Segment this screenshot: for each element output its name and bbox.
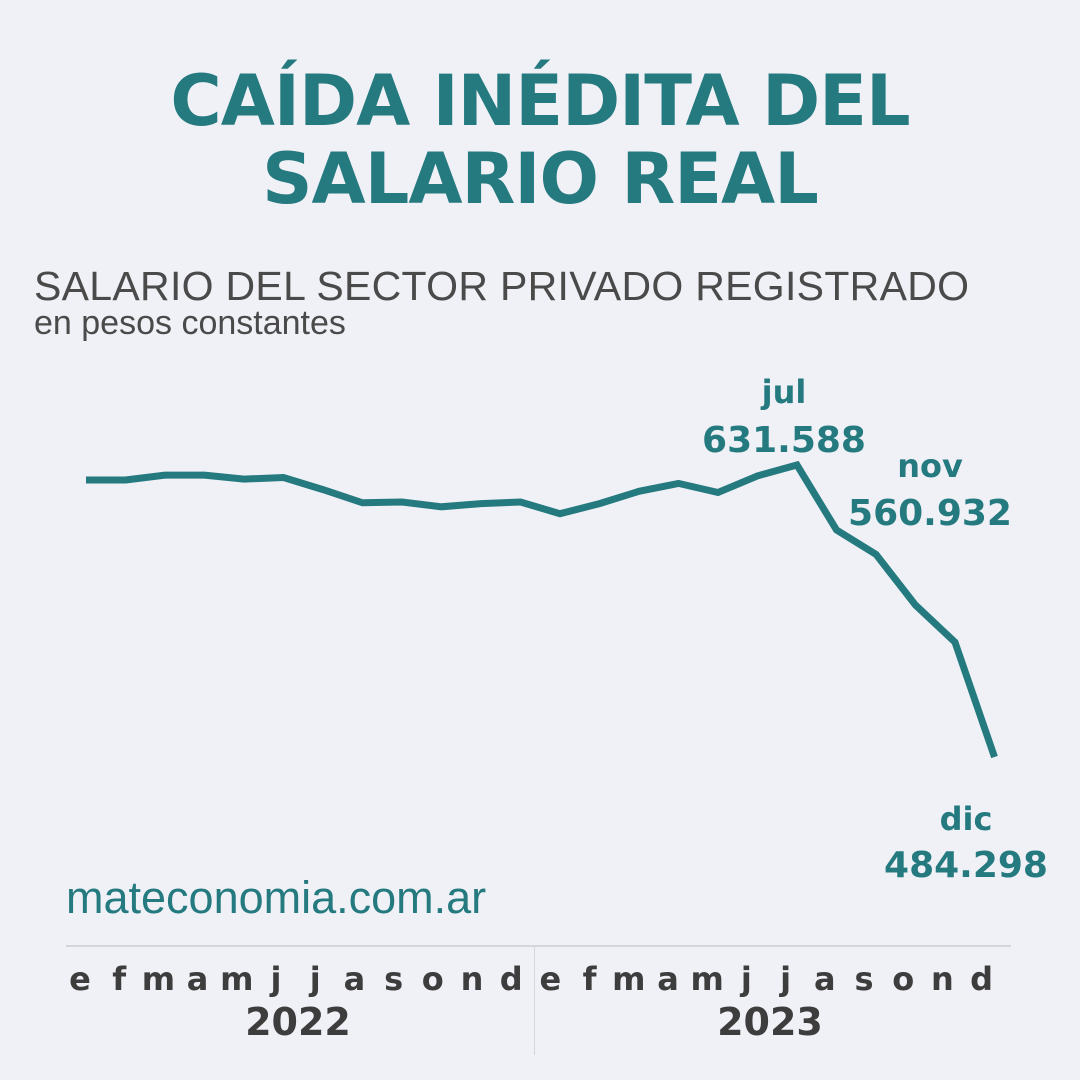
x-tick-label: f [112, 960, 127, 998]
x-tick-label: a [814, 960, 836, 998]
x-tick-label: m [220, 960, 253, 998]
x-tick-label: m [691, 960, 724, 998]
annotation-value-dic: 484.298 [884, 845, 1048, 886]
x-tick-label: o [892, 960, 914, 998]
x-tick-label: a [657, 960, 679, 998]
series-line [86, 460, 998, 759]
x-tick-label: e [540, 960, 562, 998]
annotation-month-dic: dic [940, 800, 993, 838]
x-tick-label: a [187, 960, 209, 998]
x-tick-label: o [422, 960, 444, 998]
annotation-month-nov: nov [897, 447, 963, 485]
unit-note: en pesos constantes [34, 304, 346, 342]
x-tick-label: m [612, 960, 645, 998]
source-url: mateconomia.com.ar [66, 872, 487, 923]
x-tick-label: j [778, 960, 791, 998]
x-tick-label: j [269, 960, 282, 998]
x-tick-label: d [500, 960, 523, 998]
x-tick-label: n [461, 960, 484, 998]
x-tick-label: s [384, 960, 403, 998]
x-tick-label: j [308, 960, 321, 998]
annotation-month-jul: jul [760, 373, 807, 411]
title-line-1: CAÍDA INÉDITA DEL [170, 60, 910, 142]
x-tick-label: e [69, 960, 91, 998]
x-tick-label: f [583, 960, 598, 998]
x-tick-label: d [970, 960, 993, 998]
x-tick-label: j [739, 960, 752, 998]
annotation-value-jul: 631.588 [702, 420, 866, 461]
chart-title: CAÍDA INÉDITA DEL SALARIO REAL [0, 62, 1080, 218]
annotation-value-nov: 560.932 [848, 493, 1012, 534]
year-label-2022: 2022 [245, 1000, 351, 1044]
x-tick-label: s [854, 960, 873, 998]
chart-subtitle: SALARIO DEL SECTOR PRIVADO REGISTRADO [34, 263, 970, 309]
x-tick-label: n [931, 960, 954, 998]
x-tick-label: m [142, 960, 175, 998]
title-line-2: SALARIO REAL [262, 138, 819, 220]
x-axis-line [66, 945, 1011, 947]
year-divider [534, 947, 535, 1055]
x-tick-label: a [344, 960, 366, 998]
year-label-2023: 2023 [717, 1000, 823, 1044]
